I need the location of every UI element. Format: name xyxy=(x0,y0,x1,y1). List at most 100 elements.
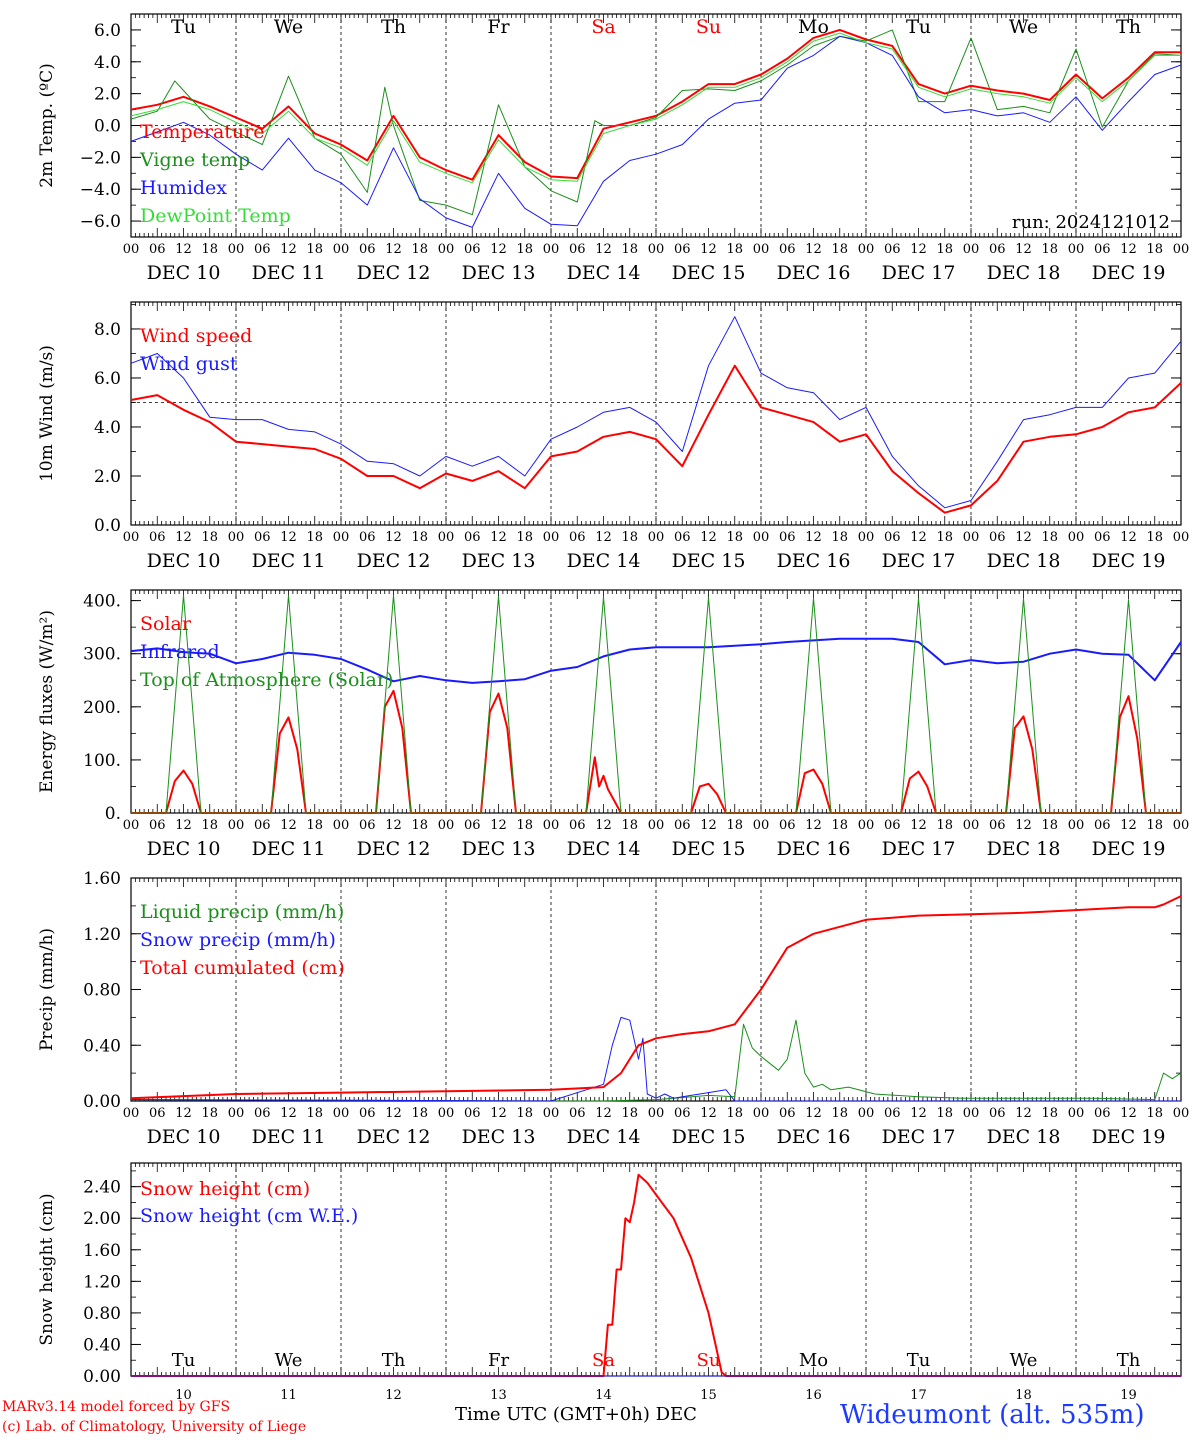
date-label: DEC 14 xyxy=(567,1126,641,1148)
lab-credit: (c) Lab. of Climatology, University of L… xyxy=(2,1419,307,1435)
y-tick-label: 0.80 xyxy=(83,981,121,1001)
hour-tick-label: 18 xyxy=(936,242,953,257)
hour-tick-label: 18 xyxy=(726,530,743,545)
hour-tick-label: 06 xyxy=(359,818,376,833)
day-number: 12 xyxy=(385,1388,402,1403)
hour-tick-label: 12 xyxy=(280,530,297,545)
weekday-label: Su xyxy=(697,1350,721,1371)
series-line xyxy=(131,594,1181,814)
y-tick-label: 0.0 xyxy=(94,117,121,137)
date-label: DEC 10 xyxy=(147,262,221,284)
weekday-label: We xyxy=(274,16,303,38)
hour-tick-label: 12 xyxy=(805,1106,822,1121)
legend-entry: Liquid precip (mm/h) xyxy=(140,901,344,923)
hour-tick-label: 00 xyxy=(753,242,770,257)
hour-tick-label: 12 xyxy=(1120,1106,1137,1121)
hour-tick-label: 12 xyxy=(595,242,612,257)
day-number: 19 xyxy=(1120,1388,1137,1403)
hour-tick-label: 18 xyxy=(516,818,533,833)
date-label: DEC 10 xyxy=(147,550,221,572)
y-axis-label: 10m Wind (m/s) xyxy=(37,345,57,482)
hour-tick-label: 00 xyxy=(858,530,875,545)
legend-entry: Snow precip (mm/h) xyxy=(140,929,336,951)
hour-tick-label: 18 xyxy=(306,242,323,257)
hour-tick-label: 00 xyxy=(123,242,140,257)
weekday-label: Sa xyxy=(591,16,615,38)
model-credit: MARv3.14 model forced by GFS xyxy=(2,1399,231,1415)
hour-tick-label: 18 xyxy=(411,242,428,257)
legend-entry: Temperature xyxy=(140,121,264,143)
date-label: DEC 11 xyxy=(252,262,326,284)
y-tick-label: 0.80 xyxy=(83,1304,121,1324)
series-line xyxy=(130,637,1182,684)
hour-tick-label: 12 xyxy=(595,530,612,545)
hour-tick-label: 06 xyxy=(569,818,586,833)
day-number: 13 xyxy=(490,1388,507,1403)
y-tick-label: 8.0 xyxy=(94,320,121,340)
y-tick-label: −6.0 xyxy=(80,212,121,232)
hour-tick-label: 12 xyxy=(175,818,192,833)
hour-tick-label: 18 xyxy=(201,1106,218,1121)
hour-tick-label: 18 xyxy=(831,1106,848,1121)
hour-tick-label: 06 xyxy=(989,242,1006,257)
hour-tick-label: 12 xyxy=(1015,530,1032,545)
hour-tick-label: 00 xyxy=(1173,818,1190,833)
hour-tick-label: 00 xyxy=(648,1106,665,1121)
y-tick-label: 2.40 xyxy=(83,1178,121,1198)
legend-entry: Infrared xyxy=(140,641,220,663)
hour-tick-label: 18 xyxy=(201,530,218,545)
date-label: DEC 12 xyxy=(357,838,431,860)
hour-tick-label: 18 xyxy=(831,242,848,257)
hour-tick-label: 18 xyxy=(411,818,428,833)
y-tick-label: 2.0 xyxy=(94,467,121,487)
hour-tick-label: 18 xyxy=(621,1106,638,1121)
legend-entry: Vigne temp xyxy=(139,149,250,171)
date-label: DEC 12 xyxy=(357,1126,431,1148)
y-tick-label: 4.0 xyxy=(94,418,121,438)
hour-tick-label: 12 xyxy=(910,818,927,833)
day-number: 17 xyxy=(910,1388,927,1403)
hour-tick-label: 18 xyxy=(1146,1106,1163,1121)
hour-tick-label: 12 xyxy=(910,1106,927,1121)
weekday-label: Th xyxy=(1116,16,1141,38)
hour-tick-label: 06 xyxy=(884,1106,901,1121)
weekday-label: Th xyxy=(1117,1350,1141,1371)
date-label: DEC 15 xyxy=(672,550,746,572)
hour-tick-label: 06 xyxy=(989,1106,1006,1121)
hour-tick-label: 06 xyxy=(359,530,376,545)
hour-tick-label: 00 xyxy=(123,1106,140,1121)
legend-entry: Wind speed xyxy=(140,325,252,347)
hour-tick-label: 18 xyxy=(1146,818,1163,833)
hour-tick-label: 06 xyxy=(779,1106,796,1121)
hour-tick-label: 12 xyxy=(1015,242,1032,257)
hour-tick-label: 12 xyxy=(700,818,717,833)
hour-tick-label: 18 xyxy=(1041,530,1058,545)
date-label: DEC 13 xyxy=(462,262,536,284)
hour-tick-label: 06 xyxy=(569,242,586,257)
hour-tick-label: 12 xyxy=(805,242,822,257)
hour-tick-label: 00 xyxy=(858,242,875,257)
y-tick-label: 4.0 xyxy=(94,53,121,73)
y-tick-label: 400. xyxy=(83,592,121,612)
weekday-label: Fr xyxy=(488,1350,509,1371)
y-tick-label: 2.0 xyxy=(94,85,121,105)
date-label: DEC 16 xyxy=(777,262,851,284)
day-number: 18 xyxy=(1015,1388,1032,1403)
hour-tick-label: 18 xyxy=(1146,530,1163,545)
hour-tick-label: 06 xyxy=(254,242,271,257)
weekday-label: Tu xyxy=(171,16,196,38)
hour-tick-label: 18 xyxy=(306,530,323,545)
hour-tick-label: 18 xyxy=(621,818,638,833)
hour-tick-label: 12 xyxy=(700,242,717,257)
hour-tick-label: 00 xyxy=(228,1106,245,1121)
series-line xyxy=(130,895,1182,1100)
hour-tick-label: 06 xyxy=(779,530,796,545)
weekday-label: We xyxy=(275,1350,303,1371)
weekday-label: Th xyxy=(381,16,406,38)
hour-tick-label: 18 xyxy=(516,242,533,257)
legend-entry: Humidex xyxy=(140,177,227,199)
hour-tick-label: 18 xyxy=(831,818,848,833)
panel-frame xyxy=(130,301,1182,526)
date-label: DEC 16 xyxy=(777,550,851,572)
hour-tick-label: 12 xyxy=(805,818,822,833)
